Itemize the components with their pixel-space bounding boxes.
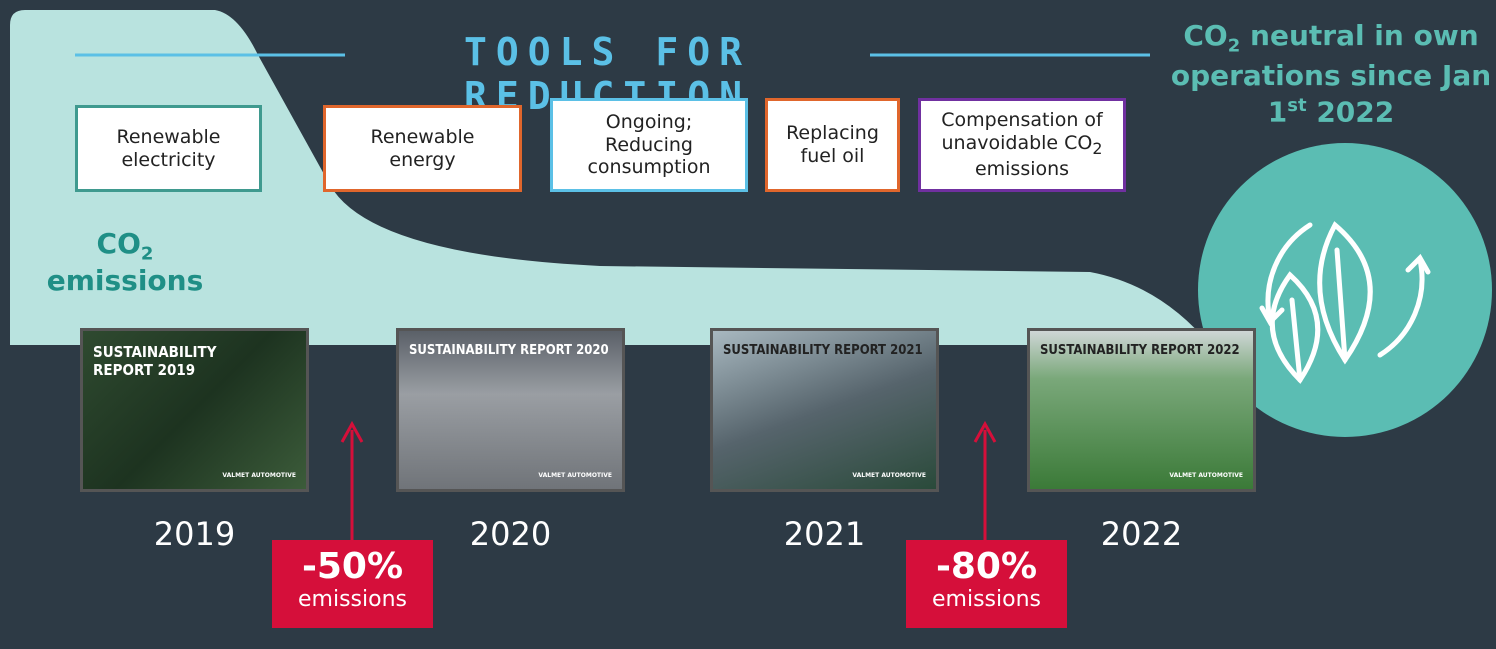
report-brand: VALMET AUTOMOTIVE (538, 472, 612, 479)
report-cover: SUSTAINABILITY REPORT 2022 VALMET AUTOMOT… (1027, 328, 1256, 492)
neutral-text: CO (1183, 19, 1227, 52)
superscript: st (1287, 95, 1306, 116)
report-brand: VALMET AUTOMOTIVE (852, 472, 926, 479)
report-title: SUSTAINABILITY REPORT 2019 (93, 343, 223, 379)
tool-box: Renewable energy (323, 105, 522, 192)
tool-label: Renewable electricity (88, 126, 249, 172)
year: 2021 (710, 515, 939, 553)
tool-label-text: Compensation of unavoidable CO (941, 109, 1102, 154)
neutral-text: 2022 (1316, 96, 1394, 129)
report-title: SUSTAINABILITY REPORT 2021 (723, 343, 926, 358)
subscript: 2 (1092, 139, 1102, 158)
subscript: 2 (1228, 36, 1241, 57)
emissions-text: CO (97, 227, 141, 260)
emissions-text: emissions (47, 264, 204, 297)
tool-label: Compensation of unavoidable CO2 emissions (931, 109, 1113, 180)
subscript: 2 (141, 244, 154, 265)
tool-label-text: emissions (975, 158, 1069, 180)
report-brand: VALMET AUTOMOTIVE (222, 472, 296, 479)
page: TOOLS FOR REDUCTION Renewable electricit… (0, 0, 1496, 649)
reduction-box: -80%emissions (906, 540, 1067, 628)
tool-box: Compensation of unavoidable CO2 emissions (918, 98, 1126, 192)
reduction-value: -50% (272, 546, 433, 587)
tool-box: Renewable electricity (75, 105, 262, 192)
tool-label: Replacing fuel oil (778, 122, 887, 168)
report-title: SUSTAINABILITY REPORT 2020 (409, 343, 612, 358)
report-brand: VALMET AUTOMOTIVE (1169, 472, 1243, 479)
reduction-label: emissions (906, 587, 1067, 612)
tool-box: Replacing fuel oil (765, 98, 900, 192)
tool-label: Renewable energy (336, 126, 509, 172)
report-cover: SUSTAINABILITY REPORT 2019 VALMET AUTOMOT… (80, 328, 309, 492)
reduction-label: emissions (272, 587, 433, 612)
report-cover: SUSTAINABILITY REPORT 2021 VALMET AUTOMOT… (710, 328, 939, 492)
report-cover: SUSTAINABILITY REPORT 2020 VALMET AUTOMOT… (396, 328, 625, 492)
reduction-value: -80% (906, 546, 1067, 587)
neutral-label: CO2 neutral in own operations since Jan … (1170, 18, 1492, 131)
report-title: SUSTAINABILITY REPORT 2022 (1040, 343, 1243, 358)
reduction-box: -50%emissions (272, 540, 433, 628)
tool-label: Ongoing; Reducing consumption (563, 111, 735, 179)
tool-box: Ongoing; Reducing consumption (550, 98, 748, 192)
